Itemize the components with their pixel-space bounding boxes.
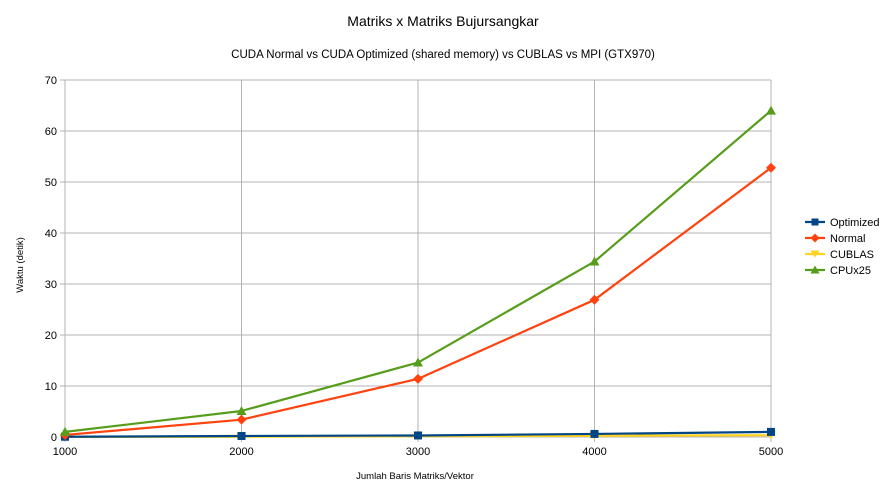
data-point (413, 373, 423, 384)
data-point (766, 162, 776, 173)
y-axis-label: Waktu (detik) (15, 237, 26, 293)
x-tick-label: 2000 (229, 446, 253, 458)
legend-swatch-marker (810, 265, 820, 274)
data-point (589, 294, 600, 305)
data-point (590, 429, 599, 438)
legend-label: Optimized (830, 217, 880, 229)
x-tick-label: 4000 (582, 446, 606, 458)
y-tick-label: 50 (45, 177, 57, 189)
legend-item-normal: Normal (805, 233, 865, 245)
x-tick-label: 3000 (406, 446, 430, 458)
data-point (236, 414, 247, 425)
legend-label: CPUx25 (830, 265, 871, 277)
plot-area: 0 10 20 30 40 50 60 70 1000 2000 3000 4000 5000 (45, 75, 783, 458)
series-cpux25 (60, 105, 776, 436)
y-tick-label: 30 (45, 279, 57, 291)
legend-swatch-marker (810, 250, 820, 258)
legend-swatch-marker (810, 233, 820, 243)
chart-subtitle: CUDA Normal vs CUDA Optimized (shared me… (231, 49, 655, 61)
x-tick-label: 1000 (53, 446, 77, 458)
legend-swatch-marker (811, 218, 819, 226)
data-point (413, 357, 423, 367)
data-point (60, 426, 70, 436)
y-tick-label: 70 (45, 75, 57, 87)
y-tick-label: 0 (51, 432, 57, 444)
legend-label: CUBLAS (830, 249, 874, 261)
data-point (766, 105, 776, 115)
y-tick-label: 60 (45, 126, 57, 138)
legend-item-cpux25: CPUx25 (805, 265, 871, 277)
data-point (414, 431, 422, 440)
data-point (236, 405, 247, 415)
y-tick-label: 40 (45, 228, 57, 240)
x-tick-label: 5000 (759, 446, 783, 458)
data-point (237, 431, 246, 440)
data-point (589, 256, 600, 266)
chart-title: Matriks x Matriks Bujursangkar (347, 13, 539, 29)
data-point (767, 427, 775, 436)
x-axis-label: Jumlah Baris Matriks/Vektor (356, 471, 474, 482)
y-tick-label: 20 (45, 330, 57, 342)
y-tick-label: 10 (45, 381, 57, 393)
legend-item-optimized: Optimized (805, 217, 880, 229)
legend: Optimized Normal CUBLAS CPUx25 (805, 217, 880, 277)
legend-label: Normal (830, 233, 865, 245)
legend-item-cublas: CUBLAS (805, 249, 874, 261)
